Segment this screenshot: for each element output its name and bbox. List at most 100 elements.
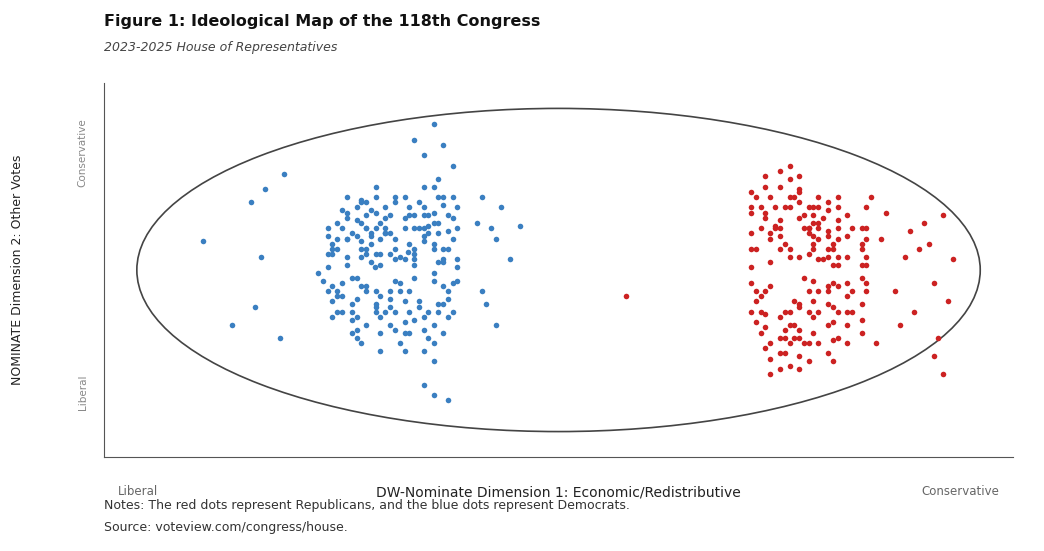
Point bbox=[392, 252, 408, 261]
Point bbox=[886, 287, 903, 295]
Point bbox=[772, 245, 788, 253]
Point bbox=[930, 333, 947, 342]
Point bbox=[329, 219, 346, 228]
Point bbox=[482, 224, 499, 233]
Point bbox=[757, 213, 774, 222]
Point bbox=[800, 250, 816, 259]
Point bbox=[367, 287, 384, 295]
Point bbox=[333, 307, 350, 316]
Point bbox=[820, 287, 836, 295]
Point bbox=[406, 245, 423, 253]
Point bbox=[329, 292, 346, 301]
Point bbox=[382, 229, 399, 238]
Point bbox=[410, 224, 427, 233]
Point bbox=[338, 213, 355, 222]
Point bbox=[829, 192, 846, 201]
Point bbox=[444, 213, 460, 222]
Point bbox=[810, 234, 827, 243]
Point bbox=[406, 136, 423, 144]
Point bbox=[343, 273, 360, 282]
Point bbox=[377, 229, 394, 238]
Point bbox=[752, 224, 768, 233]
Text: Liberal: Liberal bbox=[77, 374, 88, 409]
Point bbox=[748, 192, 764, 201]
Point bbox=[473, 287, 490, 295]
Point bbox=[820, 198, 836, 207]
Point bbox=[406, 273, 423, 282]
Point bbox=[772, 312, 788, 321]
Point bbox=[353, 252, 370, 261]
Point bbox=[906, 307, 923, 316]
Point bbox=[434, 192, 451, 201]
Point bbox=[829, 234, 846, 243]
Point bbox=[372, 328, 388, 337]
Point bbox=[430, 229, 447, 238]
Point bbox=[416, 182, 432, 191]
Point bbox=[858, 260, 875, 269]
Point bbox=[810, 339, 827, 348]
Point bbox=[844, 287, 860, 295]
Point bbox=[401, 307, 418, 316]
Point bbox=[343, 307, 360, 316]
Point bbox=[406, 255, 423, 264]
Point bbox=[343, 229, 360, 238]
Point bbox=[777, 349, 793, 358]
Point bbox=[820, 252, 836, 261]
Point bbox=[488, 234, 504, 243]
Point bbox=[790, 198, 807, 207]
Point bbox=[319, 231, 336, 240]
Point bbox=[406, 250, 423, 259]
Point bbox=[366, 263, 383, 272]
Point bbox=[796, 211, 812, 220]
Point bbox=[343, 315, 360, 324]
Point bbox=[349, 294, 365, 303]
Point bbox=[362, 231, 379, 240]
Point bbox=[358, 198, 375, 207]
Point bbox=[772, 216, 788, 225]
Point bbox=[790, 252, 807, 261]
Point bbox=[367, 192, 384, 201]
Point bbox=[377, 229, 394, 238]
Point bbox=[786, 320, 803, 329]
Point bbox=[781, 192, 798, 201]
Point bbox=[329, 307, 346, 316]
Point bbox=[777, 203, 793, 212]
Point bbox=[796, 224, 812, 233]
Point bbox=[777, 333, 793, 342]
Point bbox=[372, 312, 388, 321]
Point bbox=[800, 287, 816, 295]
Point bbox=[825, 245, 841, 253]
Point bbox=[425, 245, 442, 253]
Point bbox=[324, 297, 340, 306]
Point bbox=[449, 203, 466, 212]
Point bbox=[333, 206, 350, 214]
Point bbox=[748, 318, 764, 327]
Point bbox=[901, 226, 918, 235]
Point bbox=[358, 224, 375, 233]
Point bbox=[844, 307, 860, 316]
Point bbox=[397, 224, 413, 233]
Text: Figure 1: Ideological Map of the 118th Congress: Figure 1: Ideological Map of the 118th C… bbox=[104, 14, 541, 29]
Point bbox=[844, 224, 860, 233]
Point bbox=[800, 339, 816, 348]
Point bbox=[319, 263, 336, 272]
Point bbox=[253, 252, 269, 261]
Point bbox=[492, 203, 508, 212]
Point bbox=[772, 231, 788, 240]
Point bbox=[838, 279, 855, 288]
Point bbox=[401, 328, 418, 337]
Point bbox=[444, 234, 460, 243]
Point bbox=[790, 187, 807, 196]
Point bbox=[397, 192, 413, 201]
Point bbox=[838, 252, 855, 261]
Point bbox=[752, 328, 768, 337]
Point bbox=[425, 320, 442, 329]
Point bbox=[194, 237, 211, 246]
Point bbox=[810, 255, 827, 264]
Point bbox=[781, 203, 798, 212]
Point bbox=[935, 370, 952, 379]
Point bbox=[767, 224, 784, 233]
Point bbox=[444, 279, 460, 288]
Point bbox=[781, 252, 798, 261]
Point bbox=[362, 206, 379, 214]
